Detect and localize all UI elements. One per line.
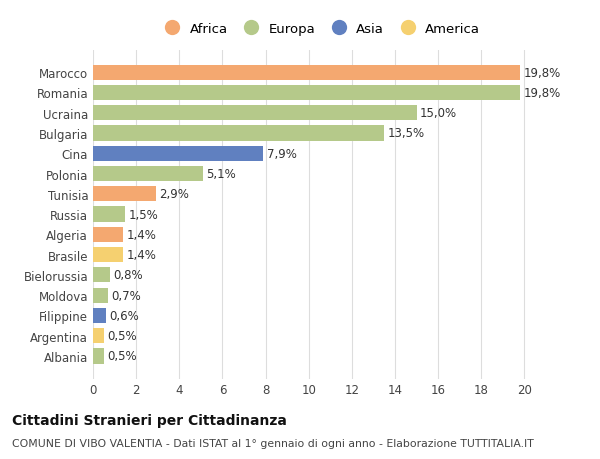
Text: 5,1%: 5,1% — [206, 168, 236, 180]
Text: 19,8%: 19,8% — [523, 87, 560, 100]
Text: 0,8%: 0,8% — [113, 269, 143, 282]
Bar — [93, 86, 520, 101]
Text: 0,5%: 0,5% — [107, 350, 137, 363]
Bar — [93, 146, 263, 162]
Text: 1,4%: 1,4% — [127, 228, 157, 241]
Text: 0,6%: 0,6% — [109, 309, 139, 322]
Bar — [93, 167, 203, 182]
Bar — [93, 268, 110, 283]
Text: 15,0%: 15,0% — [420, 107, 457, 120]
Bar — [93, 207, 125, 222]
Bar — [93, 247, 123, 263]
Bar — [93, 187, 155, 202]
Text: 7,9%: 7,9% — [266, 147, 296, 160]
Text: 1,5%: 1,5% — [128, 208, 158, 221]
Text: 0,7%: 0,7% — [112, 289, 141, 302]
Text: 0,5%: 0,5% — [107, 330, 137, 342]
Bar — [93, 106, 416, 121]
Bar — [93, 348, 104, 364]
Bar — [93, 328, 104, 343]
Legend: Africa, Europa, Asia, America: Africa, Europa, Asia, America — [154, 18, 485, 41]
Bar — [93, 126, 384, 141]
Bar — [93, 288, 108, 303]
Text: 13,5%: 13,5% — [388, 127, 425, 140]
Text: Cittadini Stranieri per Cittadinanza: Cittadini Stranieri per Cittadinanza — [12, 413, 287, 427]
Text: COMUNE DI VIBO VALENTIA - Dati ISTAT al 1° gennaio di ogni anno - Elaborazione T: COMUNE DI VIBO VALENTIA - Dati ISTAT al … — [12, 438, 534, 448]
Bar — [93, 227, 123, 242]
Text: 1,4%: 1,4% — [127, 249, 157, 262]
Bar — [93, 308, 106, 323]
Bar — [93, 65, 520, 81]
Text: 2,9%: 2,9% — [159, 188, 188, 201]
Text: 19,8%: 19,8% — [523, 67, 560, 79]
